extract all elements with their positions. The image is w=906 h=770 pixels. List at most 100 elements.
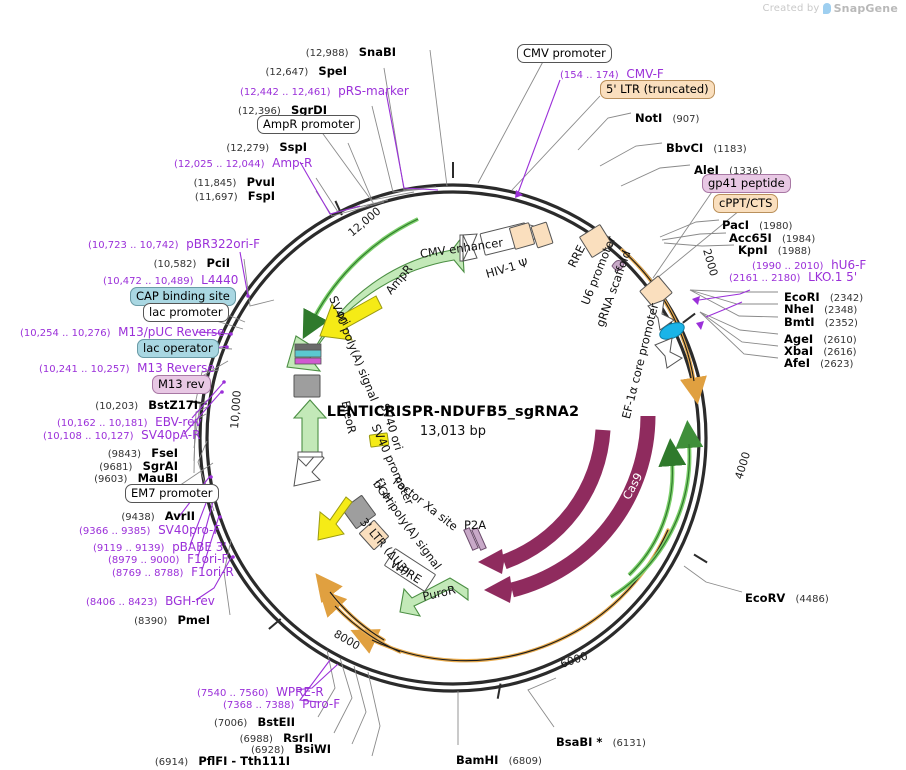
plasmid-size: 13,013 bp xyxy=(419,423,487,439)
primer-label: (8979 .. 9000) F1ori-F xyxy=(108,553,228,566)
enzyme-name: NheI xyxy=(784,302,814,316)
p2a-block xyxy=(463,527,487,551)
primer-arrowheads xyxy=(209,190,704,559)
enzyme-label: (9681) SgrAI xyxy=(99,457,178,473)
feature-label: EM7 promoter xyxy=(125,484,219,503)
enzyme-label: AleI (1336) xyxy=(694,161,762,177)
primer-range: (10,241 .. 10,257) xyxy=(39,364,130,375)
enzyme-label: (12,279) SspI xyxy=(226,138,307,154)
enzyme-position: (10,582) xyxy=(153,259,197,270)
enzyme-label: (9603) MauBI xyxy=(94,469,178,485)
enzyme-position: (4486) xyxy=(795,594,829,605)
enzyme-position: (907) xyxy=(672,114,700,125)
sv40-promoter-arrow xyxy=(293,451,325,487)
primer-name: SV40pro-F xyxy=(158,523,221,537)
feature-label-text: lac operator xyxy=(137,339,219,358)
enzyme-label: (10,203) BstZ17I xyxy=(95,396,198,412)
enzyme-label: NheI (2348) xyxy=(784,300,857,316)
feature-label-text: cPPT/CTS xyxy=(713,194,779,213)
enzyme-position: (7006) xyxy=(214,718,248,729)
enzyme-position: (1984) xyxy=(782,234,816,245)
primer-range: (12,442 .. 12,461) xyxy=(240,87,331,98)
primer-name: Amp-R xyxy=(272,156,313,170)
axis-ticks xyxy=(190,162,708,699)
enzyme-position: (12,279) xyxy=(226,143,270,154)
feature-label-text: CAP binding site xyxy=(130,287,236,306)
enzyme-position: (2616) xyxy=(823,347,857,358)
enzyme-position: (8390) xyxy=(134,616,168,627)
primer-name: L4440 xyxy=(201,273,239,287)
sv40-polya-blocks xyxy=(293,343,322,398)
enzyme-name: XbaI xyxy=(784,344,814,358)
primer-range: (10,162 .. 10,181) xyxy=(57,418,148,429)
rre-block xyxy=(579,224,613,258)
primer-label: (12,025 .. 12,044) Amp-R xyxy=(174,157,312,170)
enzyme-label: (9843) FseI xyxy=(108,444,178,460)
enzyme-position: (6928) xyxy=(251,745,285,756)
enzyme-position: (10,203) xyxy=(95,401,139,412)
enzyme-label: (12,396) SgrDI xyxy=(238,101,327,117)
tick-label-2000: 2000 xyxy=(700,247,720,277)
primer-label: (8769 .. 8788) F1ori-R xyxy=(112,566,234,579)
cas9-arrowheads xyxy=(478,549,512,603)
ef1a-green-arrow-outline xyxy=(610,443,691,598)
feature-label: lac promoter xyxy=(143,303,229,322)
primer-label: (154 .. 174) CMV-F xyxy=(560,68,664,81)
enzyme-name: BstZ17I xyxy=(148,398,198,412)
u6-promoter-block xyxy=(611,260,685,369)
enzyme-label: (10,582) PciI xyxy=(154,254,230,270)
primer-name: WPRE-R xyxy=(276,685,324,699)
enzyme-position: (2623) xyxy=(820,359,854,370)
f1-ori-arrow xyxy=(317,496,353,541)
enzyme-label: (7006) BstEII xyxy=(214,713,295,729)
enzyme-name: BmtI xyxy=(784,315,815,329)
enzyme-name: FspI xyxy=(247,189,275,203)
primer-name: M13/pUC Reverse xyxy=(118,325,225,339)
enzyme-position: (9843) xyxy=(107,449,142,460)
enzyme-label: (11,697) FspI xyxy=(195,187,275,203)
enzyme-name: SnaBI xyxy=(358,45,396,59)
primer-range: (7540 .. 7560) xyxy=(197,688,269,699)
primer-label: (12,442 .. 12,461) pRS-marker xyxy=(240,85,409,98)
primer-range: (8406 .. 8423) xyxy=(86,597,158,608)
primer-range: (8769 .. 8788) xyxy=(112,568,184,579)
cas9-arcs xyxy=(501,415,656,598)
primer-label: (1990 .. 2010) hU6-F xyxy=(752,259,866,272)
primer-label: (7540 .. 7560) WPRE-R xyxy=(197,686,324,699)
enzyme-name: EcoRI xyxy=(784,290,820,304)
snapgene-watermark: Created by SnapGene xyxy=(763,2,898,15)
enzyme-name: SspI xyxy=(279,140,307,154)
enzyme-name: AfeI xyxy=(784,356,810,370)
enzyme-label: (6914) PflFI - Tth111I xyxy=(155,752,290,768)
enzyme-label: (6988) RsrII xyxy=(240,729,313,745)
enzyme-name: PmeI xyxy=(177,613,211,627)
enzyme-position: (6131) xyxy=(612,738,646,749)
enzyme-name: BstEII xyxy=(257,715,295,729)
primer-range: (10,254 .. 10,276) xyxy=(20,328,111,339)
primer-label: (9119 .. 9139) pBABE 3' xyxy=(93,541,227,554)
enzyme-position: (12,647) xyxy=(265,67,309,78)
inner-feature-label: ori xyxy=(334,308,353,328)
plasmid-name: LENTICRISPR-NDUFB5_sgRNA2 xyxy=(326,404,580,420)
primer-name: hU6-F xyxy=(831,258,867,272)
enzyme-position: (6988) xyxy=(239,734,273,745)
primer-name: Puro-F xyxy=(302,697,341,711)
feature-label-text: AmpR promoter xyxy=(257,115,361,134)
enzyme-name: RsrII xyxy=(283,731,313,745)
feature-label-text: lac promoter xyxy=(143,303,229,322)
enzyme-label: (6928) BsiWI xyxy=(251,740,331,756)
tick-label-6000: 6000 xyxy=(559,649,590,670)
enzyme-position: (6809) xyxy=(508,756,542,767)
primer-range: (154 .. 174) xyxy=(560,70,619,81)
tick-label-10000: 10,000 xyxy=(228,390,244,429)
enzyme-name: AvrII xyxy=(164,509,195,523)
primer-range: (12,025 .. 12,044) xyxy=(174,159,265,170)
enzyme-position: (1183) xyxy=(713,144,747,155)
enzyme-position: (1980) xyxy=(759,221,793,232)
feature-label: gp41 peptide xyxy=(702,174,791,193)
enzyme-label: (9438) AvrII xyxy=(121,507,195,523)
feature-label: lac operator xyxy=(137,339,219,358)
bleor-arrow xyxy=(292,399,328,458)
enzyme-name: SpeI xyxy=(318,64,347,78)
